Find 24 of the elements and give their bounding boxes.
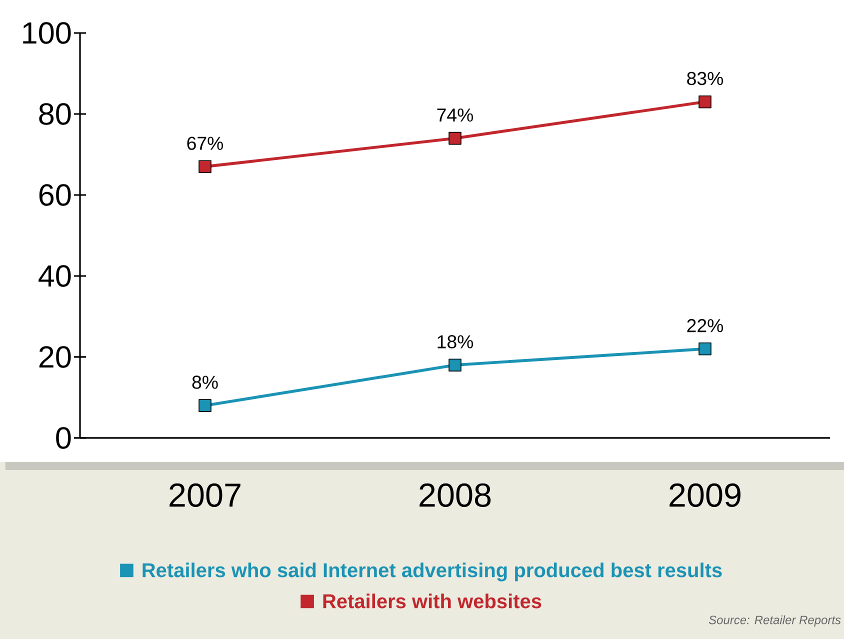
x-tick-label: 2008: [420, 483, 491, 507]
data-label: 74%: [437, 108, 474, 122]
y-tick-label: 0: [56, 427, 71, 449]
legend-label: Retailers who said Internet advertising produced best results: [142, 562, 722, 582]
x-tick-label: 2007: [170, 483, 240, 507]
data-label: 67%: [187, 136, 224, 150]
point: [448, 132, 462, 145]
point: [698, 95, 712, 108]
data-label: 8%: [192, 376, 218, 389]
y-tick-label: 60: [39, 184, 71, 206]
point: [198, 399, 212, 412]
data-label: 22%: [687, 319, 724, 332]
point: [698, 342, 712, 356]
legend-label: Retailers with websites: [323, 594, 542, 608]
data-label: 83%: [687, 72, 724, 86]
y-tick-label: 100: [23, 22, 71, 44]
point: [448, 358, 462, 372]
y-tick-label: 20: [39, 346, 71, 368]
y-tick-label: 80: [39, 103, 71, 125]
source-note: Source: Retailer Reports: [708, 615, 841, 627]
x-tick-label: 2009: [670, 483, 740, 507]
y-tick-label: 40: [38, 265, 71, 287]
point: [198, 160, 212, 174]
data-label: 18%: [438, 335, 474, 348]
